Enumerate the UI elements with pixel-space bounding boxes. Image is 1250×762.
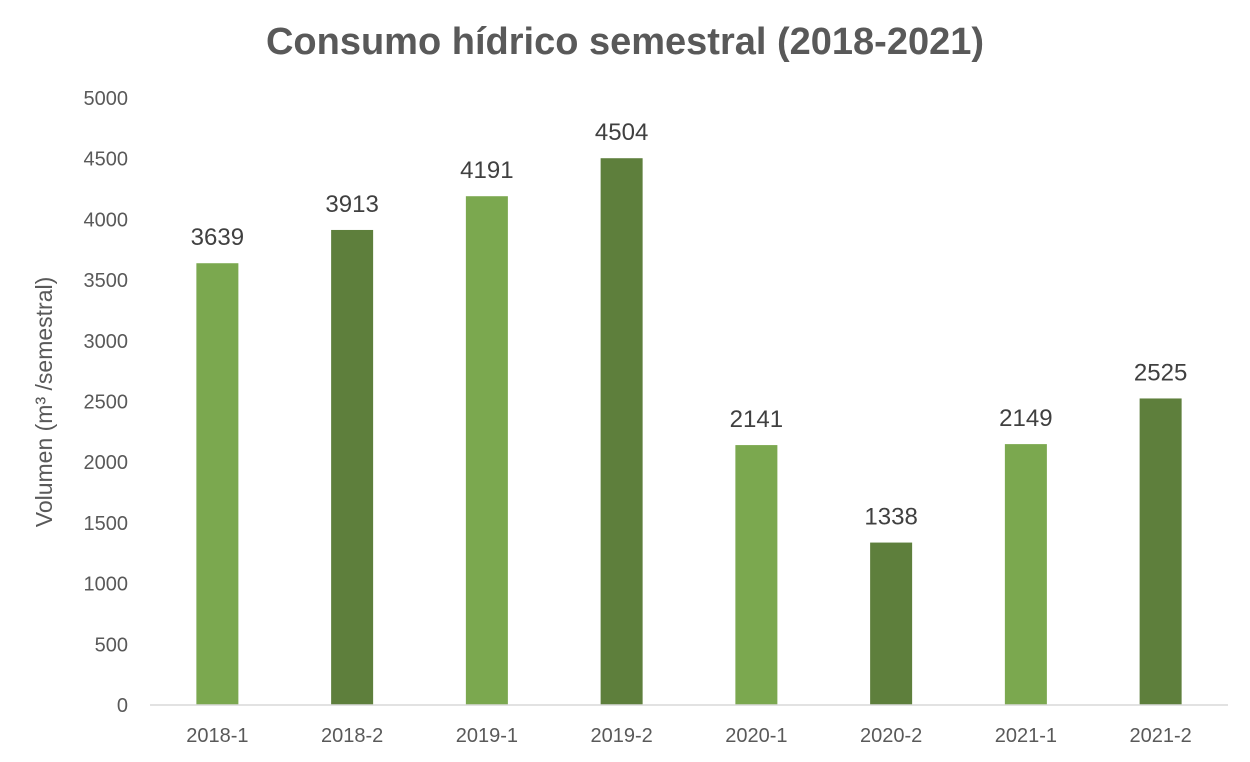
y-tick-label: 4500 bbox=[84, 149, 129, 171]
y-axis-title: Volumen (m³ /semestral) bbox=[31, 277, 57, 528]
bar bbox=[196, 263, 239, 705]
data-label: 3913 bbox=[325, 191, 378, 218]
bars-group bbox=[196, 158, 1182, 706]
y-tick-label: 4000 bbox=[84, 209, 129, 231]
y-tick-label: 1500 bbox=[84, 513, 129, 535]
data-label: 4504 bbox=[595, 119, 648, 146]
bar bbox=[465, 196, 508, 706]
y-axis-ticks: 0 500 1000 1500 2000 2500 3000 3500 4000 4500 5000 bbox=[84, 88, 129, 717]
x-tick-label: 2021-1 bbox=[995, 725, 1057, 747]
data-label: 2141 bbox=[730, 406, 783, 433]
x-tick-label: 2019-1 bbox=[456, 725, 518, 747]
y-tick-label: 0 bbox=[117, 695, 128, 717]
x-tick-label: 2020-1 bbox=[725, 725, 787, 747]
x-tick-label: 2021-2 bbox=[1129, 725, 1191, 747]
y-tick-label: 2000 bbox=[84, 452, 129, 474]
x-tick-label: 2018-1 bbox=[186, 725, 248, 747]
data-label: 2525 bbox=[1134, 359, 1187, 386]
y-tick-label: 5000 bbox=[84, 88, 129, 110]
data-labels-group: 3639 3913 4191 4504 2141 1338 2149 2525 bbox=[191, 119, 1188, 530]
data-label: 1338 bbox=[864, 504, 917, 531]
y-tick-label: 2500 bbox=[84, 392, 129, 414]
bar bbox=[331, 229, 374, 706]
data-label: 3639 bbox=[191, 224, 244, 251]
chart-title: Consumo hídrico semestral (2018-2021) bbox=[266, 21, 984, 63]
bar bbox=[870, 542, 913, 705]
y-tick-label: 1000 bbox=[84, 574, 129, 596]
bar bbox=[1139, 398, 1182, 705]
x-axis-ticks: 2018-1 2018-2 2019-1 2019-2 2020-1 2020-2 2021… bbox=[186, 725, 1192, 747]
y-tick-label: 500 bbox=[95, 634, 128, 656]
bar bbox=[600, 158, 643, 705]
x-tick-label: 2019-2 bbox=[590, 725, 652, 747]
x-tick-label: 2020-2 bbox=[860, 725, 922, 747]
data-label: 2149 bbox=[999, 405, 1052, 432]
x-tick-label: 2018-2 bbox=[321, 725, 383, 747]
bar bbox=[1004, 444, 1047, 705]
data-label: 4191 bbox=[460, 157, 513, 184]
y-tick-label: 3000 bbox=[84, 331, 129, 353]
y-tick-label: 3500 bbox=[84, 270, 129, 292]
bar bbox=[735, 445, 778, 705]
